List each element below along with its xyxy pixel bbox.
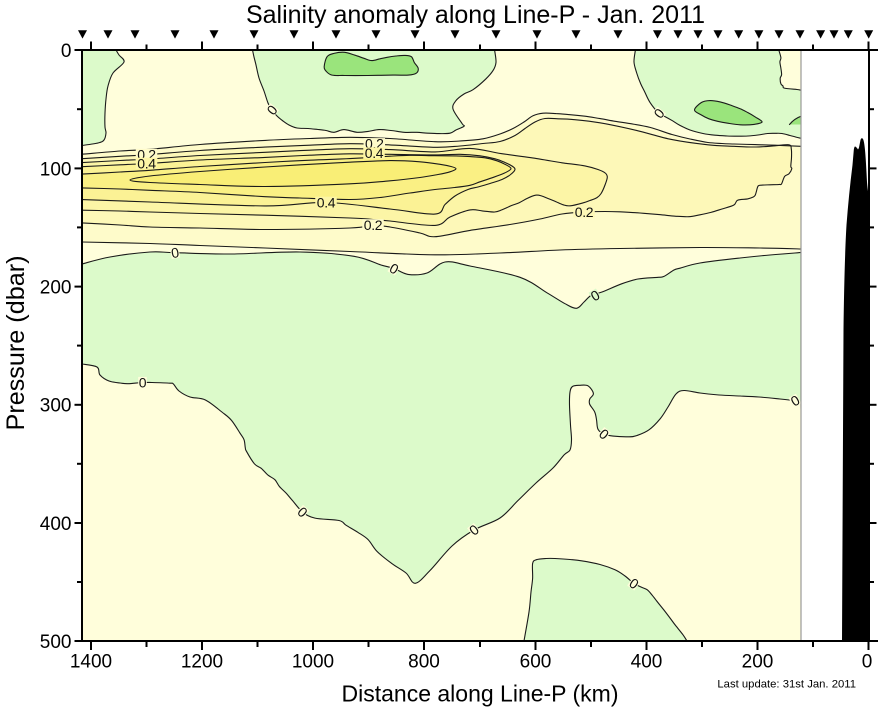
svg-text:Last update: 31st Jan. 2011: Last update: 31st Jan. 2011 bbox=[717, 678, 856, 690]
svg-text:500: 500 bbox=[40, 632, 72, 653]
svg-text:0.4: 0.4 bbox=[317, 194, 336, 210]
svg-text:0.4: 0.4 bbox=[365, 145, 384, 161]
svg-text:0.2: 0.2 bbox=[575, 204, 594, 220]
svg-text:400: 400 bbox=[631, 652, 663, 673]
svg-text:200: 200 bbox=[40, 278, 72, 299]
svg-text:1200: 1200 bbox=[181, 652, 223, 673]
svg-text:200: 200 bbox=[742, 652, 774, 673]
svg-text:0: 0 bbox=[61, 41, 72, 62]
svg-text:0: 0 bbox=[139, 375, 147, 391]
svg-text:Pressure (dbar): Pressure (dbar) bbox=[2, 256, 30, 431]
svg-text:0: 0 bbox=[862, 652, 873, 673]
svg-text:0.2: 0.2 bbox=[364, 217, 383, 233]
svg-text:1000: 1000 bbox=[292, 652, 334, 673]
svg-text:0: 0 bbox=[170, 244, 181, 261]
svg-text:Distance along Line-P (km): Distance along Line-P (km) bbox=[342, 681, 619, 707]
svg-text:0.4: 0.4 bbox=[137, 155, 156, 171]
svg-text:800: 800 bbox=[408, 652, 440, 673]
svg-text:300: 300 bbox=[40, 396, 72, 417]
svg-text:400: 400 bbox=[40, 514, 72, 535]
svg-text:Salinity anomaly along Line-P: Salinity anomaly along Line-P - Jan. 201… bbox=[246, 1, 705, 29]
svg-text:100: 100 bbox=[40, 159, 72, 180]
svg-text:1400: 1400 bbox=[70, 652, 112, 673]
svg-text:600: 600 bbox=[520, 652, 552, 673]
